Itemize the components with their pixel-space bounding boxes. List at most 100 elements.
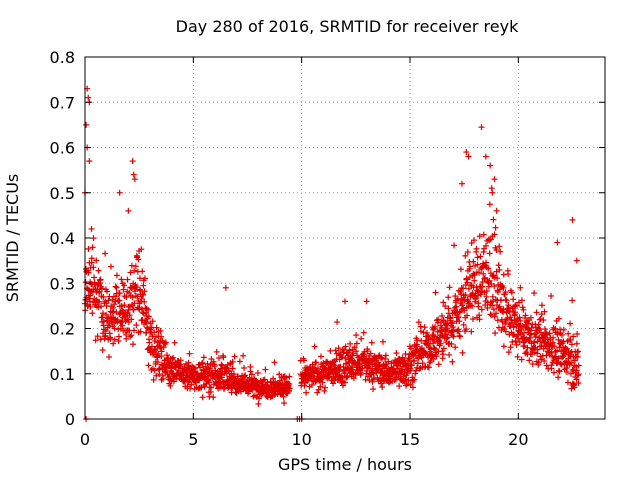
- data-point: [444, 320, 451, 327]
- data-point: [322, 384, 329, 391]
- data-point: [538, 302, 545, 309]
- data-point: [493, 247, 500, 254]
- data-point: [303, 389, 310, 396]
- data-point: [231, 353, 238, 360]
- data-point: [520, 339, 527, 346]
- data-point: [393, 350, 400, 357]
- data-point: [555, 315, 562, 322]
- data-point: [364, 348, 371, 355]
- data-point: [414, 343, 421, 350]
- data-point: [271, 391, 278, 398]
- data-point: [518, 297, 525, 304]
- data-point: [141, 288, 148, 295]
- x-axis-label: GPS time / hours: [278, 455, 412, 474]
- data-point: [405, 377, 412, 384]
- data-point: [102, 328, 109, 335]
- data-point: [141, 298, 148, 305]
- data-point: [110, 340, 117, 347]
- data-point: [283, 374, 290, 381]
- data-point: [520, 306, 527, 313]
- data-point: [476, 269, 483, 276]
- data-point: [518, 326, 525, 333]
- data-point: [573, 257, 580, 264]
- data-point: [496, 266, 503, 273]
- x-tick-label: 20: [508, 430, 528, 449]
- data-point: [363, 298, 370, 305]
- data-point: [505, 349, 512, 356]
- data-point: [486, 250, 493, 257]
- data-point: [427, 358, 434, 365]
- data-point: [460, 321, 467, 328]
- data-point: [87, 303, 94, 310]
- data-point: [557, 360, 564, 367]
- data-point: [496, 303, 503, 310]
- data-point: [215, 354, 222, 361]
- data-point: [551, 343, 558, 350]
- data-point: [165, 359, 172, 366]
- data-point: [346, 347, 353, 354]
- data-point: [113, 284, 120, 291]
- data-point: [507, 344, 514, 351]
- data-point: [334, 319, 341, 326]
- data-point: [369, 367, 376, 374]
- data-point: [121, 282, 128, 289]
- data-point: [149, 333, 156, 340]
- data-point: [93, 257, 100, 264]
- data-point: [301, 357, 308, 364]
- data-point: [211, 363, 218, 370]
- data-point: [575, 348, 582, 355]
- data-point: [414, 337, 421, 344]
- data-point: [555, 367, 562, 374]
- data-point: [575, 380, 582, 387]
- data-point: [455, 313, 462, 320]
- data-point: [482, 153, 489, 160]
- data-point: [255, 400, 262, 407]
- data-point: [482, 274, 489, 281]
- data-point: [387, 373, 394, 380]
- data-point: [116, 290, 123, 297]
- data-point: [342, 298, 348, 305]
- data-point: [246, 374, 253, 381]
- data-point: [411, 357, 418, 364]
- data-point: [555, 374, 562, 381]
- data-point: [465, 153, 472, 160]
- data-point: [314, 365, 321, 372]
- data-point: [99, 310, 106, 317]
- data-point: [562, 358, 569, 365]
- data-point: [540, 317, 547, 324]
- data-point: [459, 349, 466, 356]
- data-point: [564, 379, 571, 386]
- data-point: [107, 335, 114, 342]
- data-point: [546, 330, 553, 337]
- data-point: [513, 341, 520, 348]
- data-point: [229, 365, 236, 372]
- data-point: [109, 304, 116, 311]
- data-point: [140, 282, 147, 289]
- data-point: [487, 162, 494, 169]
- data-point: [315, 386, 322, 393]
- data-point: [444, 334, 451, 341]
- data-point: [236, 358, 243, 365]
- data-point: [385, 358, 392, 365]
- data-point: [317, 353, 324, 360]
- data-point: [134, 293, 141, 300]
- data-point: [161, 357, 168, 364]
- data-point: [516, 314, 523, 321]
- data-point: [135, 256, 142, 263]
- data-point: [462, 292, 469, 299]
- data-point: [535, 359, 542, 366]
- data-point: [551, 354, 558, 361]
- data-point: [308, 381, 315, 388]
- data-point: [123, 335, 130, 342]
- data-point: [377, 354, 384, 361]
- chart-title: Day 280 of 2016, SRMTID for receiver rey…: [176, 17, 519, 36]
- data-point: [567, 353, 574, 360]
- data-point: [335, 345, 342, 352]
- data-point: [370, 386, 377, 393]
- x-tick-label: 10: [291, 430, 311, 449]
- data-point: [91, 274, 98, 281]
- data-point: [401, 357, 408, 364]
- data-point: [104, 288, 111, 295]
- data-point: [330, 380, 337, 387]
- data-point: [469, 316, 476, 323]
